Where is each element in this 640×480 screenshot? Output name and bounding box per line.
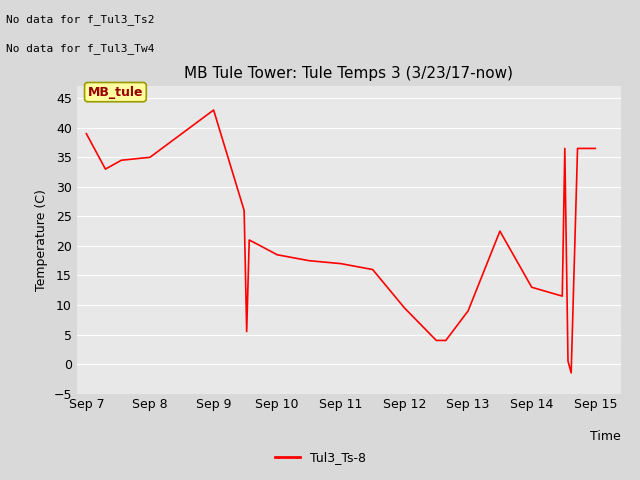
Text: Time: Time — [590, 431, 621, 444]
Title: MB Tule Tower: Tule Temps 3 (3/23/17-now): MB Tule Tower: Tule Temps 3 (3/23/17-now… — [184, 66, 513, 81]
Text: No data for f_Tul3_Tw4: No data for f_Tul3_Tw4 — [6, 43, 155, 54]
Text: MB_tule: MB_tule — [88, 85, 143, 98]
Y-axis label: Temperature (C): Temperature (C) — [35, 189, 48, 291]
Legend: Tul3_Ts-8: Tul3_Ts-8 — [269, 446, 371, 469]
Text: No data for f_Tul3_Ts2: No data for f_Tul3_Ts2 — [6, 14, 155, 25]
